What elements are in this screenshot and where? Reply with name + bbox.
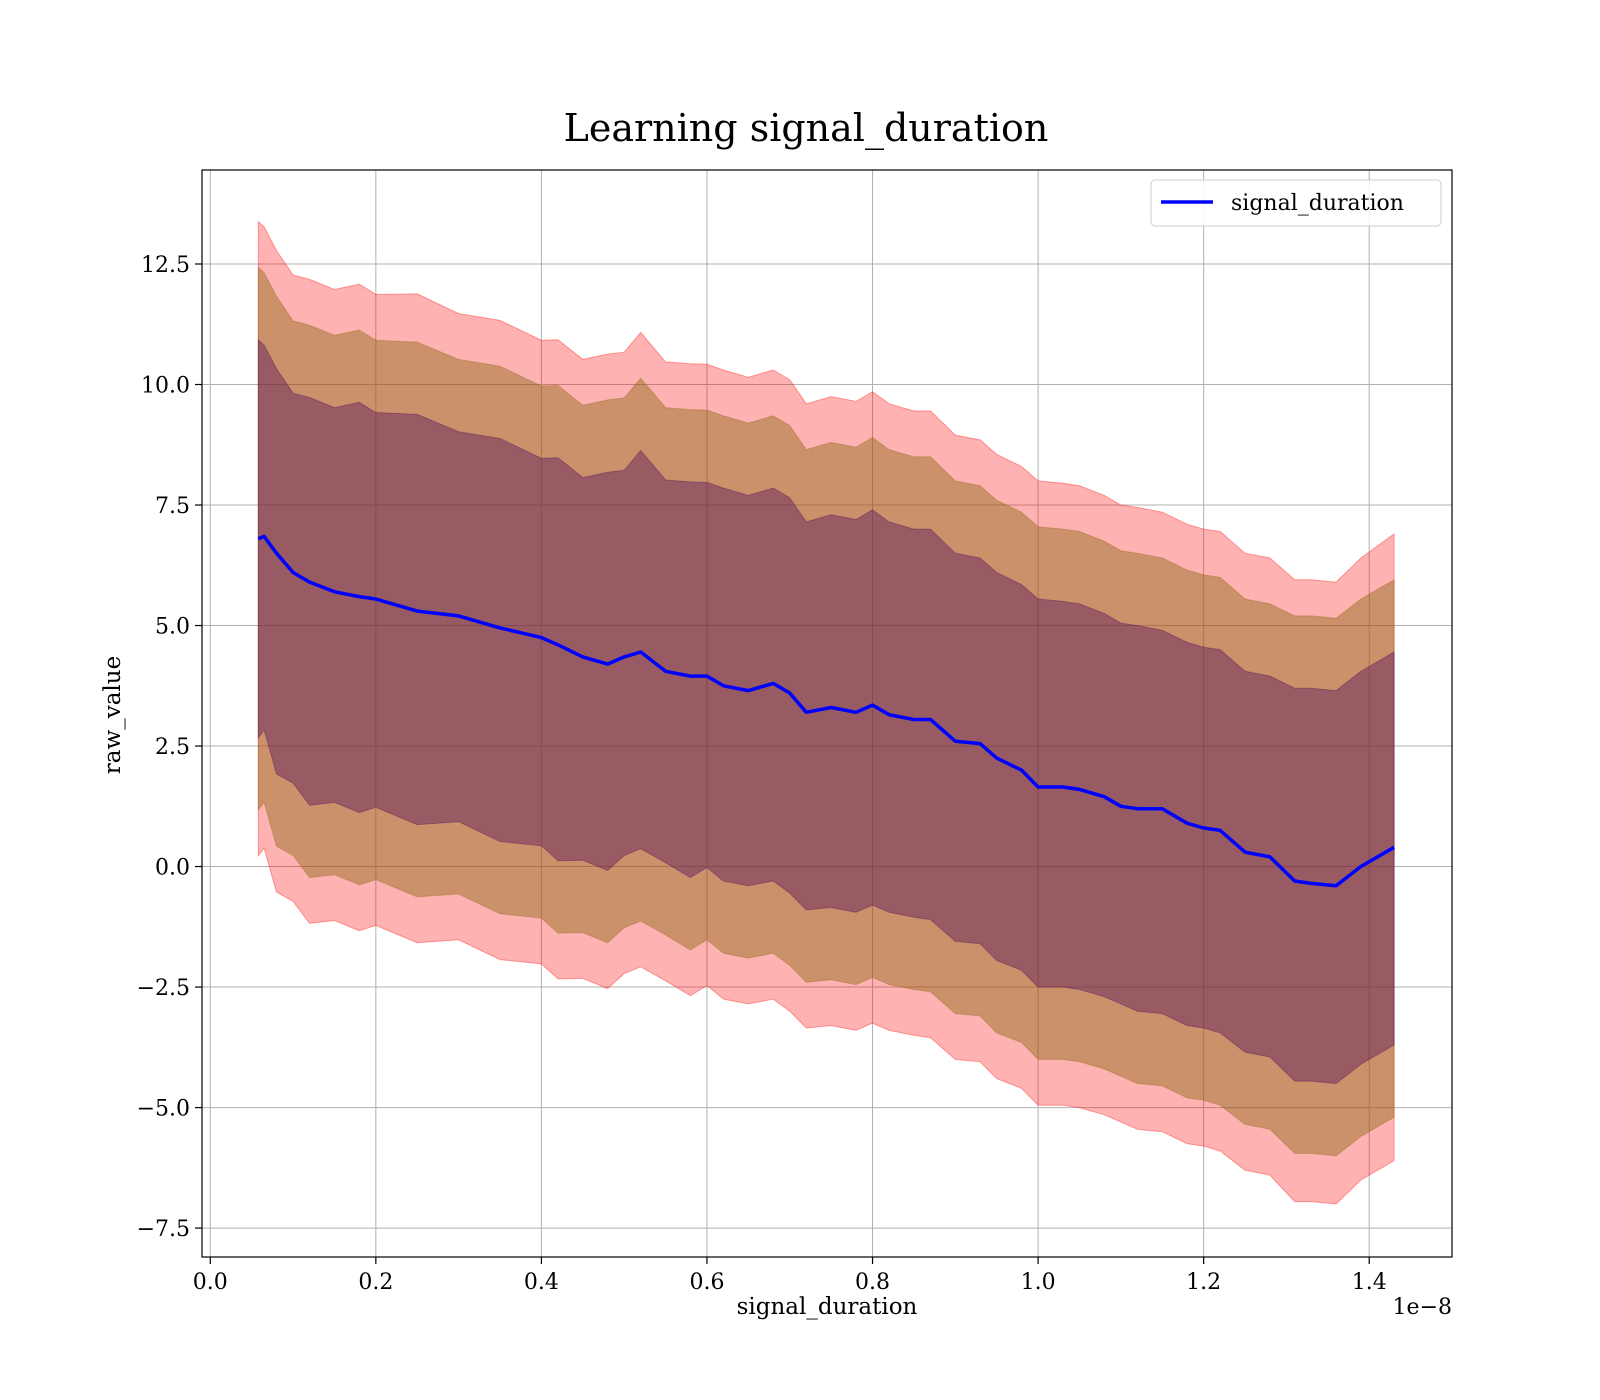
x-tick-label: 1.4 [1352,1270,1387,1295]
y-tick-label: 10.0 [141,374,190,399]
x-offset-label: 1e−8 [1393,1295,1452,1320]
y-tick-label: −2.5 [137,976,190,1001]
x-tick-label: 0.4 [524,1270,559,1295]
y-axis-label: raw_value [100,656,126,774]
series-line-signal-duration [257,534,1395,888]
grid [202,170,1452,1257]
x-tick-label: 0.6 [689,1270,724,1295]
band-inner [257,338,1395,1085]
x-axis-label: signal_duration [737,1294,918,1320]
band-middle [257,266,1395,1157]
y-tick-label: 12.5 [141,253,190,278]
y-tick-label: 7.5 [155,494,190,519]
band-outer [257,220,1395,1205]
y-tick-label: 5.0 [155,615,190,640]
line-layer [257,534,1395,888]
y-tick-label: −5.0 [137,1097,190,1122]
x-tick-label: 1.2 [1186,1270,1221,1295]
y-tick-label: 2.5 [155,735,190,760]
x-tick-label: 0.0 [193,1270,228,1295]
bands [257,220,1395,1205]
x-tick-label: 1.0 [1021,1270,1056,1295]
y-tick-label: 0.0 [155,856,190,881]
x-tick-label: 0.8 [855,1270,890,1295]
ticks: 0.0 0.2 0.4 0.6 0.8 1.0 1.2 1.4 −7.5 −5.0 −2.5 0.0 2… [137,253,1387,1295]
legend-label: signal_duration [1231,191,1404,216]
x-tick-label: 0.2 [358,1270,393,1295]
plot-frame [201,169,1453,1258]
legend-box [1150,179,1442,227]
y-tick-label: −7.5 [137,1217,190,1242]
chart-title: Learning signal_duration [564,106,1049,151]
legend: signal_duration [1150,179,1442,227]
